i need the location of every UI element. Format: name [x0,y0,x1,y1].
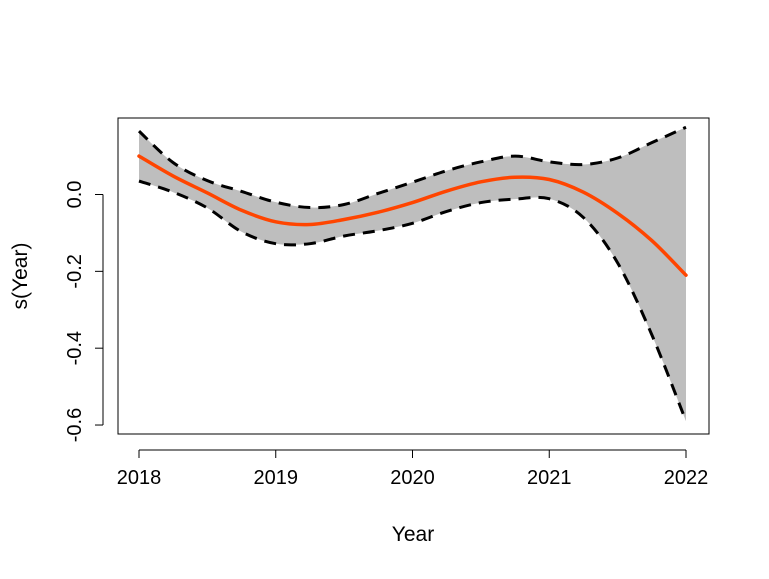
y-tick-label: -0.6 [64,408,86,442]
x-tick-label: 2021 [527,467,572,489]
x-tick-label: 2019 [254,467,299,489]
x-tick-label: 2018 [117,467,162,489]
plot-frame [117,117,710,435]
confidence-band [139,127,686,422]
upper-bound-line [137,125,687,210]
y-axis-title: s(Year) [9,243,32,310]
y-tick-label: -0.4 [64,331,86,365]
y-tick-label: -0.2 [64,254,86,288]
y-tick-label: 0.0 [64,181,86,209]
x-tick-label: 2022 [664,467,709,489]
plot-area [137,125,688,422]
x-axis-title: Year [392,523,434,546]
axes: 2018 2019 2020 2021 2022 -0.6 -0.4 -0.2 0.0 [64,181,708,489]
lower-bound-line [138,179,688,422]
x-tick-label: 2020 [390,467,435,489]
fit-line [137,154,688,277]
